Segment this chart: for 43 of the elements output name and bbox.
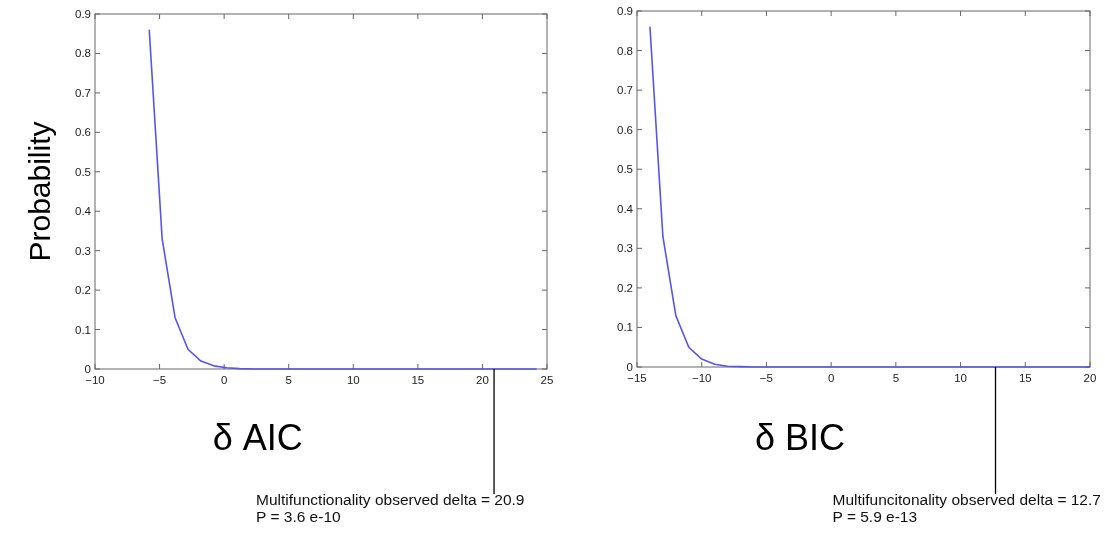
y-tick-label: 0.7: [75, 86, 91, 99]
x-tick-label: 15: [411, 374, 425, 386]
y-tick-label: 0.8: [75, 47, 91, 60]
line-series: [649, 26, 1091, 368]
x-tick-label: 10: [954, 372, 967, 384]
annotation: Multifunctionality observed delta = 20.9 P = 3.6 e-10: [256, 491, 525, 525]
y-axis-title: Probability: [23, 121, 56, 262]
y-tick-label: 0.1: [617, 321, 633, 334]
y-tick-label: 0.2: [75, 284, 91, 297]
y-tick-label: 0.2: [617, 281, 633, 294]
x-axis-title: δ BIC: [755, 417, 846, 458]
x-tick-label: 5: [285, 374, 292, 386]
y-tick-label: 0.3: [75, 244, 91, 257]
y-tick-label: 0.1: [75, 323, 91, 336]
y-tick-label: 0.4: [75, 205, 92, 218]
y-tick-label: 0.4: [617, 202, 634, 215]
y-tick-label: 0.5: [75, 165, 91, 178]
y-tick-label: 0.9: [617, 5, 633, 17]
x-tick-label: 0: [827, 372, 835, 384]
x-tick-label: −5: [759, 372, 773, 384]
y-tick-label: 0: [84, 363, 91, 375]
y-tick-label: 0.6: [75, 126, 91, 139]
x-tick-label: 20: [1083, 372, 1097, 384]
y-tick-label: 0.7: [617, 84, 633, 97]
x-tick-label: −15: [627, 372, 647, 384]
y-tick-label: 0.3: [617, 242, 633, 255]
x-tick-label: −10: [85, 374, 105, 386]
y-tick-label: 0.9: [75, 8, 91, 20]
y-tick-label: 0.5: [617, 163, 633, 176]
y-tick-label: 0.8: [617, 44, 633, 57]
line-series: [148, 28, 538, 370]
x-axis-title: δ AIC: [212, 417, 303, 458]
y-tick-label: 0.6: [617, 123, 633, 136]
x-tick-label: 25: [540, 374, 554, 386]
y-tick-label: 0: [626, 361, 633, 373]
x-tick-label: 20: [476, 374, 489, 386]
x-tick-label: 5: [892, 372, 900, 384]
x-tick-label: 10: [346, 374, 360, 386]
x-tick-label: −5: [153, 374, 167, 386]
x-tick-label: 0: [220, 374, 228, 386]
annotation: Multifuncitonality observed delta = 12.7 P = 5.9 e-13: [832, 491, 1101, 525]
x-tick-label: −10: [691, 372, 712, 384]
x-tick-label: 15: [1018, 372, 1032, 384]
